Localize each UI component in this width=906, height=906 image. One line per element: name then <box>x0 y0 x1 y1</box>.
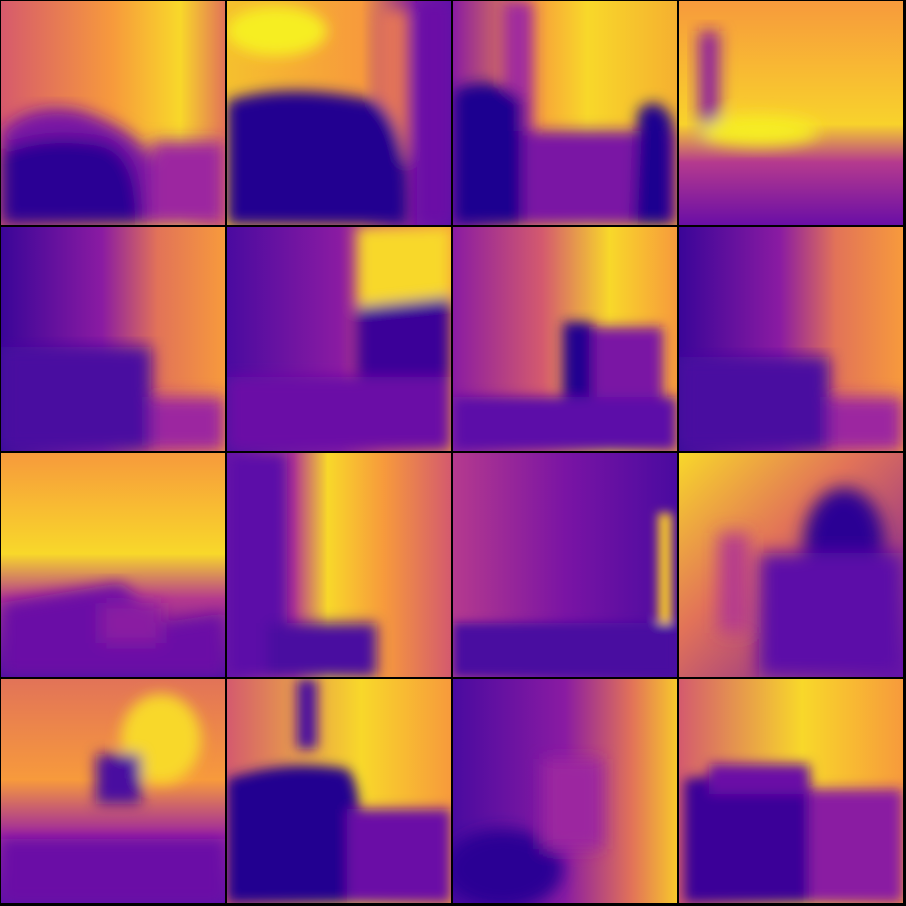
depth-map-image <box>453 679 677 903</box>
depth-map-image <box>227 227 451 451</box>
depth-map-image <box>679 227 903 451</box>
depth-tile-r3c2 <box>227 453 451 677</box>
depth-tile-r4c3 <box>453 679 677 903</box>
depth-tile-r3c4 <box>679 453 903 677</box>
depth-tile-r2c4 <box>679 227 903 451</box>
depth-tile-r3c3 <box>453 453 677 677</box>
depth-tile-r1c2 <box>227 1 451 225</box>
depth-map-image <box>679 679 903 903</box>
depth-tile-r2c3 <box>453 227 677 451</box>
depth-tile-r2c1 <box>1 227 225 451</box>
depth-map-image <box>453 453 677 677</box>
depth-tile-r3c1 <box>1 453 225 677</box>
depth-tile-r4c1 <box>1 679 225 903</box>
depth-map-image <box>453 227 677 451</box>
depth-map-image <box>679 453 903 677</box>
depth-tile-r1c4 <box>679 1 903 225</box>
depth-map-image <box>1 453 225 677</box>
depth-map-image <box>453 1 677 225</box>
depth-tile-r1c1 <box>1 1 225 225</box>
depth-map-image <box>227 453 451 677</box>
depth-map-image <box>679 1 903 225</box>
depth-tile-r4c4 <box>679 679 903 903</box>
depth-map-image <box>1 1 225 225</box>
depth-map-image <box>227 679 451 903</box>
depth-tile-r2c2 <box>227 227 451 451</box>
depth-tile-r1c3 <box>453 1 677 225</box>
depth-map-image <box>1 227 225 451</box>
depth-map-image <box>1 679 225 903</box>
depth-map-image <box>227 1 451 225</box>
depth-tile-r4c2 <box>227 679 451 903</box>
